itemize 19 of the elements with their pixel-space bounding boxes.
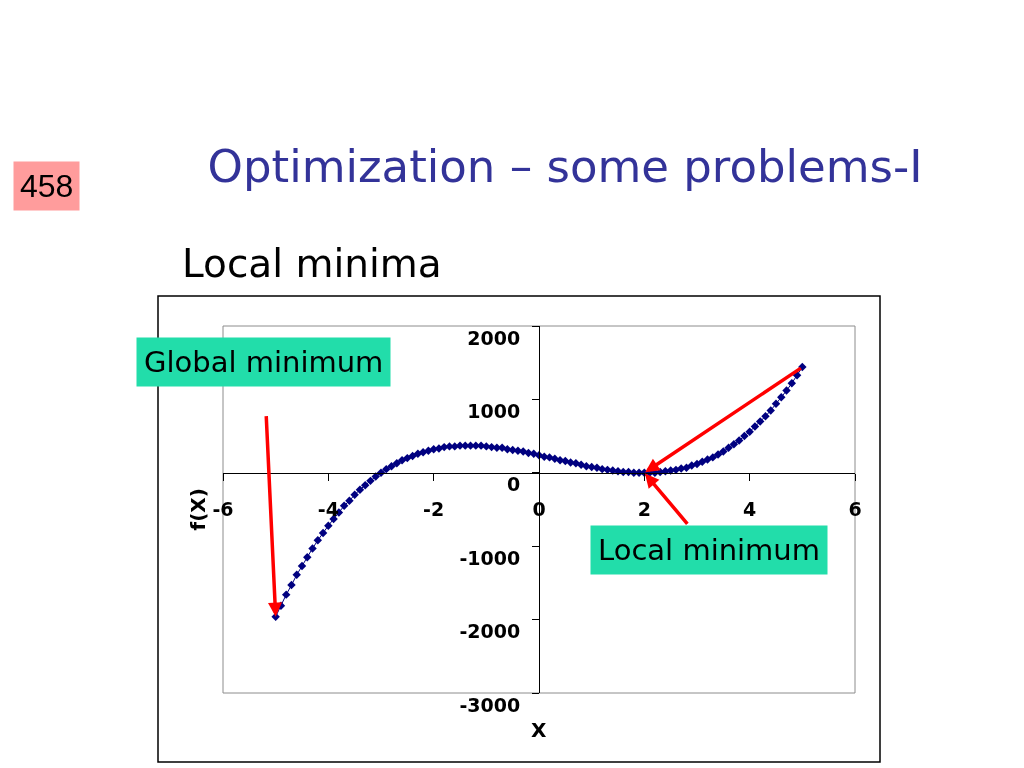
x-tick-label: -4 — [317, 497, 339, 520]
y-tick-label: 0 — [506, 473, 521, 496]
x-tick-label: 2 — [637, 497, 651, 520]
y-tick-label: -3000 — [459, 693, 521, 716]
y-tick-label: -2000 — [459, 620, 521, 643]
annotation: Local minimum — [598, 533, 821, 567]
y-tick-label: 1000 — [467, 400, 521, 423]
chart-title: Optimization – some problems-I — [207, 139, 923, 193]
x-axis-title: X — [531, 718, 547, 742]
x-tick-label: 6 — [848, 497, 862, 520]
annotation: Global minimum — [144, 345, 384, 379]
chart-subtitle: Local minima — [182, 241, 442, 286]
y-tick-label: -1000 — [459, 546, 521, 569]
x-tick-label: 4 — [743, 497, 757, 520]
text: 458 — [20, 168, 74, 204]
x-tick-label: -6 — [212, 497, 234, 520]
x-tick-label: -2 — [423, 497, 445, 520]
y-tick-label: 2000 — [467, 326, 521, 349]
y-axis-title: f(X) — [185, 488, 210, 531]
